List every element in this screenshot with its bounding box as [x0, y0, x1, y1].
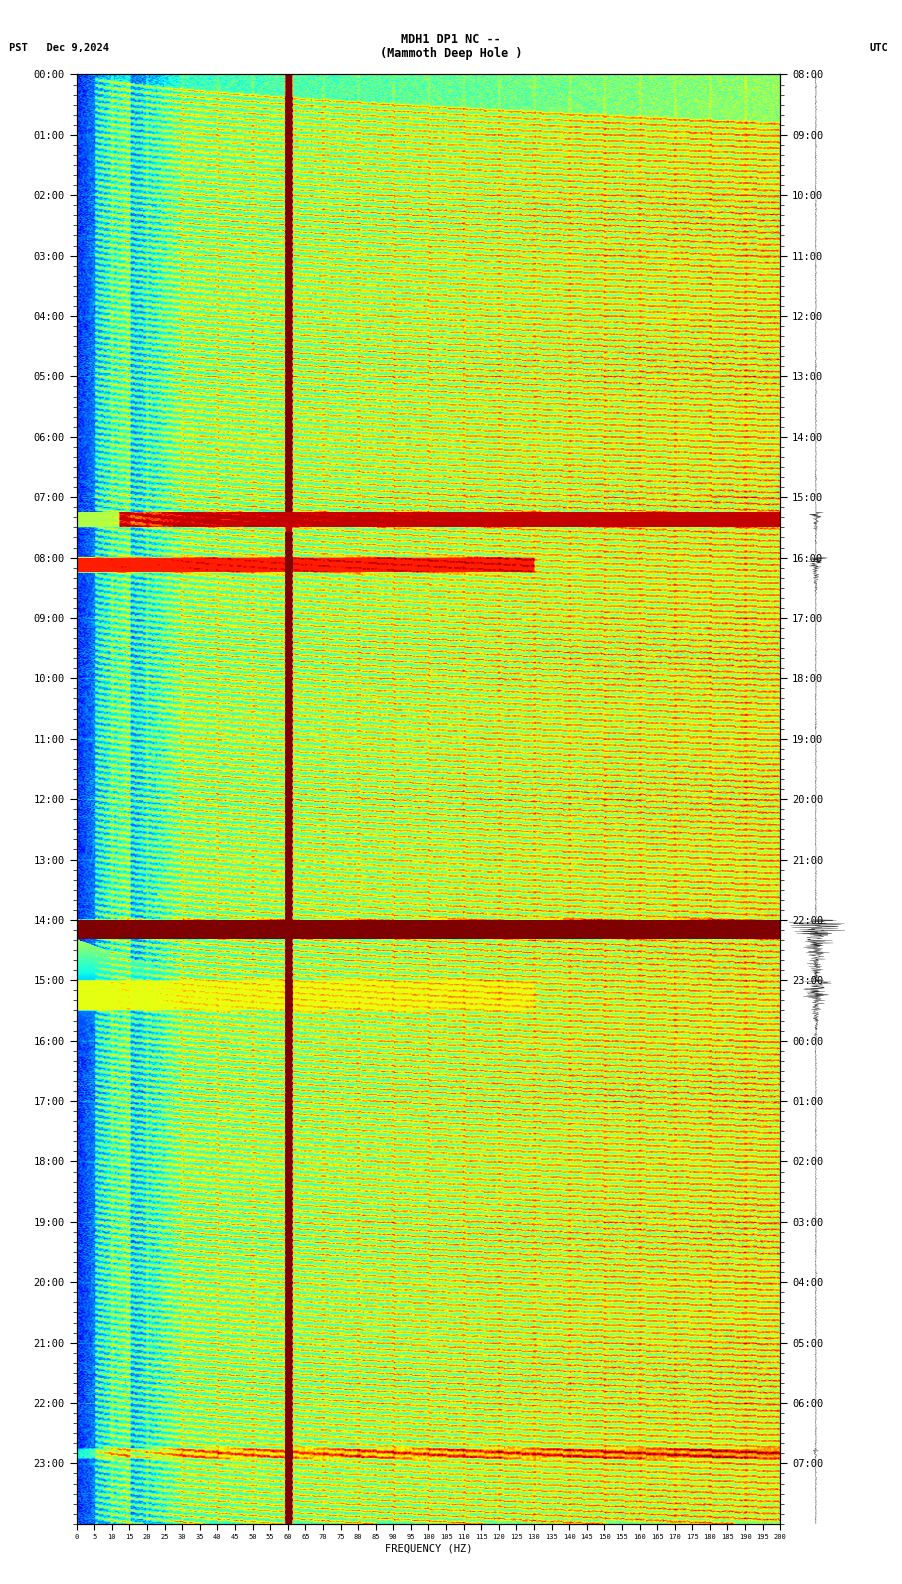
Text: UTC: UTC: [870, 43, 888, 52]
Text: MDH1 DP1 NC --: MDH1 DP1 NC --: [401, 33, 501, 46]
X-axis label: FREQUENCY (HZ): FREQUENCY (HZ): [384, 1543, 473, 1552]
Text: (Mammoth Deep Hole ): (Mammoth Deep Hole ): [380, 48, 522, 60]
Text: PST   Dec 9,2024: PST Dec 9,2024: [9, 43, 109, 52]
